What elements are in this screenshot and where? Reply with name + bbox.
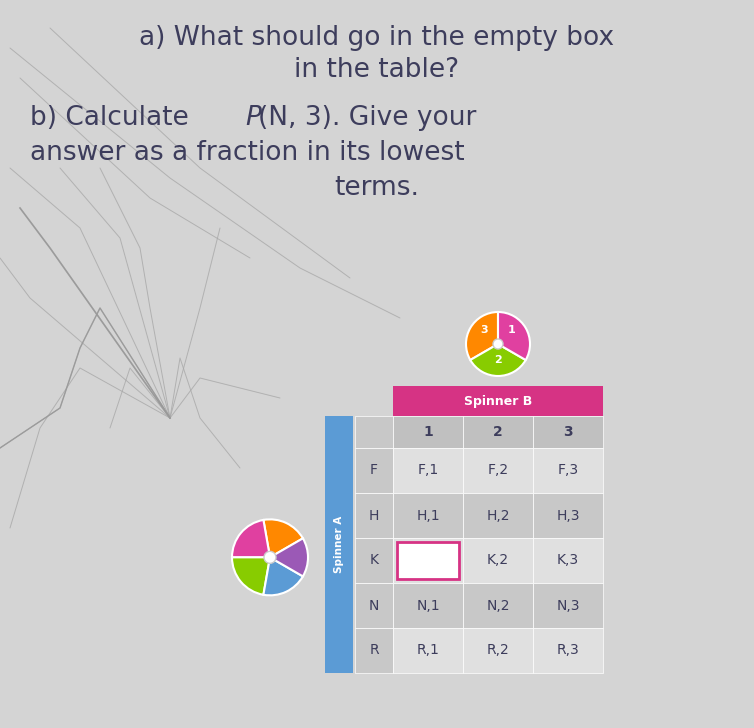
- Text: H: H: [369, 508, 379, 523]
- Text: 1: 1: [423, 425, 433, 439]
- Text: R,3: R,3: [556, 644, 579, 657]
- Text: H,2: H,2: [486, 508, 510, 523]
- Text: 1: 1: [508, 325, 516, 335]
- FancyBboxPatch shape: [355, 448, 393, 493]
- Text: R: R: [369, 644, 379, 657]
- Text: N,3: N,3: [556, 598, 580, 612]
- Wedge shape: [498, 312, 530, 360]
- FancyBboxPatch shape: [533, 628, 603, 673]
- Text: N: N: [369, 598, 379, 612]
- Text: terms.: terms.: [335, 175, 419, 201]
- Text: Spinner A: Spinner A: [334, 516, 344, 573]
- Text: 2: 2: [493, 425, 503, 439]
- Wedge shape: [470, 344, 526, 376]
- FancyBboxPatch shape: [533, 538, 603, 583]
- FancyBboxPatch shape: [533, 493, 603, 538]
- Text: K,2: K,2: [487, 553, 509, 568]
- Wedge shape: [232, 520, 270, 558]
- Text: N,2: N,2: [486, 598, 510, 612]
- Circle shape: [264, 551, 276, 563]
- Wedge shape: [263, 519, 303, 558]
- Text: b) Calculate: b) Calculate: [30, 105, 197, 131]
- Text: K,3: K,3: [557, 553, 579, 568]
- Text: F,2: F,2: [487, 464, 508, 478]
- Wedge shape: [263, 558, 303, 596]
- FancyBboxPatch shape: [463, 583, 533, 628]
- FancyBboxPatch shape: [463, 538, 533, 583]
- FancyBboxPatch shape: [393, 493, 463, 538]
- Text: answer as a fraction in its lowest: answer as a fraction in its lowest: [30, 140, 464, 166]
- Text: R,1: R,1: [416, 644, 440, 657]
- Text: 2: 2: [494, 355, 502, 365]
- Text: R,2: R,2: [486, 644, 510, 657]
- FancyBboxPatch shape: [355, 583, 393, 628]
- Text: F,3: F,3: [557, 464, 578, 478]
- Text: in the table?: in the table?: [295, 57, 459, 83]
- Text: 3: 3: [563, 425, 573, 439]
- FancyBboxPatch shape: [393, 583, 463, 628]
- Text: F: F: [370, 464, 378, 478]
- Text: 3: 3: [480, 325, 488, 335]
- Wedge shape: [270, 538, 308, 577]
- FancyBboxPatch shape: [463, 628, 533, 673]
- Text: a) What should go in the empty box: a) What should go in the empty box: [139, 25, 615, 51]
- Text: (N, 3). Give your: (N, 3). Give your: [258, 105, 477, 131]
- Text: Spinner B: Spinner B: [464, 395, 532, 408]
- FancyBboxPatch shape: [355, 538, 393, 583]
- FancyBboxPatch shape: [393, 628, 463, 673]
- FancyBboxPatch shape: [463, 416, 533, 448]
- FancyBboxPatch shape: [355, 628, 393, 673]
- Text: P: P: [245, 105, 261, 131]
- FancyBboxPatch shape: [393, 416, 463, 448]
- FancyBboxPatch shape: [355, 493, 393, 538]
- Text: K: K: [369, 553, 379, 568]
- FancyBboxPatch shape: [355, 416, 393, 448]
- FancyBboxPatch shape: [463, 448, 533, 493]
- Text: H,1: H,1: [416, 508, 440, 523]
- Wedge shape: [466, 312, 498, 360]
- Text: H,3: H,3: [556, 508, 580, 523]
- Text: N,1: N,1: [416, 598, 440, 612]
- FancyBboxPatch shape: [393, 448, 463, 493]
- FancyBboxPatch shape: [393, 386, 603, 416]
- Text: F,1: F,1: [418, 464, 439, 478]
- FancyBboxPatch shape: [533, 448, 603, 493]
- FancyBboxPatch shape: [463, 493, 533, 538]
- FancyBboxPatch shape: [533, 583, 603, 628]
- Wedge shape: [232, 558, 270, 595]
- FancyBboxPatch shape: [397, 542, 459, 579]
- Circle shape: [493, 339, 503, 349]
- FancyBboxPatch shape: [325, 416, 353, 673]
- FancyBboxPatch shape: [533, 416, 603, 448]
- FancyBboxPatch shape: [393, 538, 463, 583]
